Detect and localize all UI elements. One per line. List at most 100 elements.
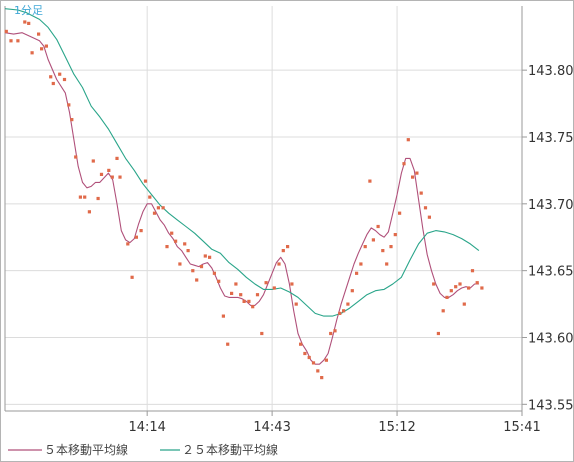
price-point <box>359 262 363 266</box>
price-point <box>462 302 466 306</box>
period-label: 1分足 <box>14 4 43 17</box>
price-point <box>449 289 453 293</box>
x-tick-label: 14:43 <box>253 420 290 435</box>
price-point <box>91 159 95 163</box>
price-point <box>376 224 380 229</box>
price-point <box>290 282 294 286</box>
price-point <box>255 293 260 297</box>
price-point <box>186 249 190 253</box>
legend: ５本移動平均線 ２５本移動平均線 <box>8 442 278 457</box>
price-point <box>247 299 251 303</box>
price-point <box>299 342 303 346</box>
price-point <box>381 249 385 253</box>
price-point <box>152 211 157 215</box>
price-point <box>126 242 130 246</box>
legend-label-ma25: ２５本移動平均線 <box>182 442 278 457</box>
x-tick-label: 14:14 <box>128 420 165 435</box>
price-point <box>475 281 479 285</box>
price-point <box>363 245 367 249</box>
price-point <box>78 195 82 199</box>
price-point <box>311 361 316 365</box>
price-point <box>436 331 440 336</box>
legend-label-ma5: ５本移動平均線 <box>44 442 128 457</box>
price-point <box>67 103 71 107</box>
ma25-line <box>4 8 480 317</box>
price-point <box>406 138 410 142</box>
price-point <box>419 191 423 195</box>
price-point <box>307 355 311 360</box>
price-point <box>130 275 134 279</box>
y-tick-label: 143.65 <box>528 265 574 280</box>
price-point <box>170 231 174 235</box>
price-point <box>230 291 234 295</box>
price-point <box>174 239 178 243</box>
price-point <box>316 369 320 373</box>
price-point <box>27 21 31 25</box>
price-point <box>427 215 431 219</box>
y-tick-label: 143.55 <box>528 398 574 413</box>
price-point <box>74 155 78 159</box>
price-point <box>99 172 104 176</box>
price-point <box>199 265 204 269</box>
price-point <box>458 282 462 286</box>
price-point <box>203 254 207 258</box>
y-axis: 143.80 143.75 143.70 143.65 143.60 143.55 <box>522 64 574 413</box>
price-point <box>350 289 354 293</box>
price-point <box>156 206 160 210</box>
price-point <box>432 282 436 286</box>
price-point <box>371 238 375 242</box>
price-point <box>329 331 333 336</box>
price-point <box>415 171 419 175</box>
price-point <box>9 39 13 43</box>
price-point <box>272 286 276 290</box>
price-point <box>221 314 225 318</box>
price-point <box>161 206 165 210</box>
price-point <box>242 299 246 303</box>
price-point <box>368 179 372 183</box>
price-point <box>294 302 298 306</box>
price-point <box>139 229 143 233</box>
price-point <box>58 72 62 76</box>
price-point <box>441 309 445 313</box>
price-point <box>212 271 216 275</box>
price-point <box>303 351 307 356</box>
price-point <box>195 278 199 282</box>
price-point <box>115 156 119 160</box>
price-point <box>286 245 290 249</box>
price-point <box>44 44 48 48</box>
price-point <box>49 75 53 79</box>
price-point <box>16 39 20 43</box>
price-point <box>333 329 337 333</box>
price-point <box>226 342 230 346</box>
axes <box>4 6 523 412</box>
price-point <box>96 196 100 201</box>
price-point <box>70 118 74 122</box>
price-point <box>208 255 212 259</box>
moving-average-lines <box>4 8 480 365</box>
price-point <box>423 206 428 210</box>
price-point <box>342 309 346 313</box>
price-point <box>320 376 324 380</box>
price-point <box>277 262 281 266</box>
price-point <box>454 285 458 289</box>
price-point <box>4 29 8 33</box>
price-point <box>110 175 114 179</box>
price-point <box>178 262 182 266</box>
price-point <box>191 269 195 273</box>
price-point <box>239 293 243 297</box>
price-point <box>234 282 238 286</box>
price-point <box>37 32 41 36</box>
y-tick-label: 143.60 <box>528 331 574 346</box>
price-point <box>87 210 91 214</box>
price-point <box>467 286 471 290</box>
price-point <box>143 179 148 183</box>
price-point <box>83 195 87 199</box>
x-axis: 14:14 14:43 15:12 15:41 <box>128 411 541 435</box>
price-point <box>393 233 397 237</box>
price-point <box>355 271 359 275</box>
price-point <box>107 168 111 172</box>
price-point <box>264 281 268 285</box>
price-point <box>51 81 55 86</box>
